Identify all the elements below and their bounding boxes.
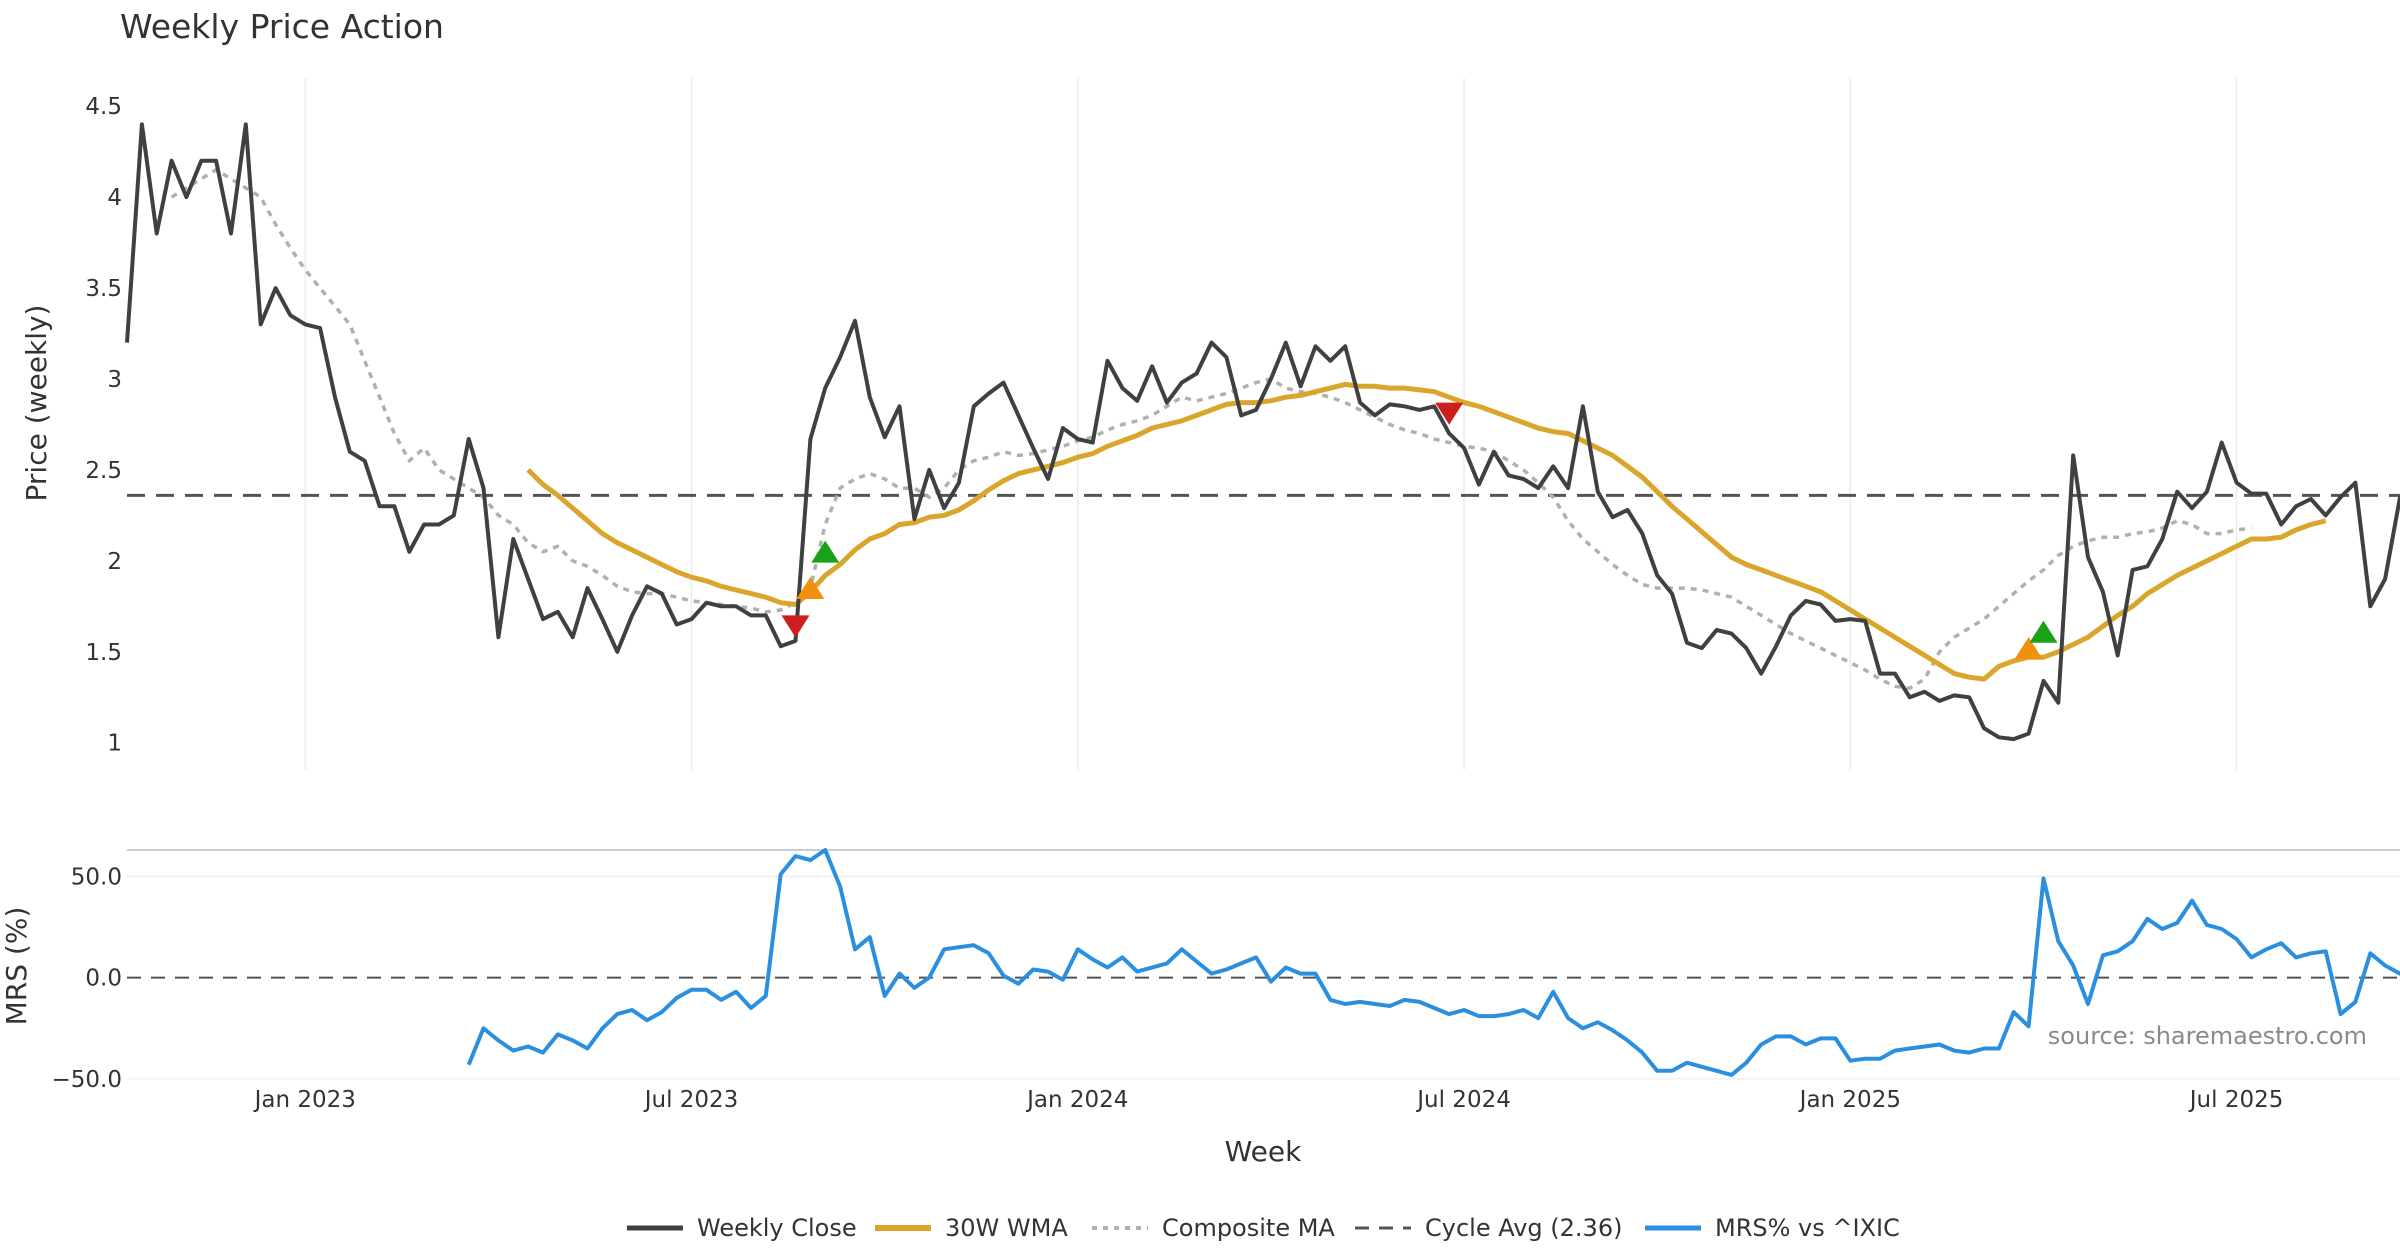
legend-label: Weekly Close bbox=[697, 1214, 857, 1242]
buy-signal-marker bbox=[796, 576, 825, 600]
weekly-close-line bbox=[125, 122, 2400, 742]
mrs-axis-title: MRS (%) bbox=[0, 907, 33, 1026]
mrs-tick-label: 50.0 bbox=[71, 864, 122, 890]
legend-label: Cycle Avg (2.36) bbox=[1425, 1214, 1622, 1242]
legend-item: Composite MA bbox=[1092, 1214, 1335, 1242]
legend-label: Composite MA bbox=[1162, 1214, 1335, 1242]
price-tick-label: 1.5 bbox=[85, 640, 122, 666]
price-axis-title: Price (weekly) bbox=[20, 305, 53, 502]
sell-signal-marker bbox=[1435, 402, 1464, 425]
gridlines bbox=[127, 78, 2400, 1080]
buy-signal-marker bbox=[2014, 636, 2043, 660]
mrs-tick-label: 0.0 bbox=[85, 966, 122, 992]
price-tick-label: 4 bbox=[107, 185, 122, 211]
price-tick-label: 3.5 bbox=[85, 276, 122, 302]
price-tick-label: 1 bbox=[107, 731, 122, 757]
axis-ticks: Jan 2023 Jul 2023 Jan 2024 Jul 2024 Jan 2025… bbox=[52, 94, 2284, 1113]
chart-title: Weekly Price Action bbox=[120, 7, 444, 46]
legend-item: Weekly Close bbox=[627, 1214, 857, 1242]
x-tick-label: Jan 2024 bbox=[1025, 1087, 1128, 1113]
mrs-tick-label: −50.0 bbox=[52, 1067, 122, 1093]
x-tick-label: Jul 2024 bbox=[1415, 1087, 1511, 1113]
x-tick-label: Jan 2025 bbox=[1798, 1087, 1901, 1113]
x-tick-label: Jan 2023 bbox=[253, 1087, 356, 1113]
price-tick-label: 2 bbox=[107, 549, 122, 575]
mrs-line bbox=[466, 848, 2400, 1077]
reference-lines bbox=[127, 493, 2400, 979]
signal-markers bbox=[781, 402, 2058, 660]
legend-item: Cycle Avg (2.36) bbox=[1355, 1214, 1622, 1242]
legend-label: MRS% vs ^IXIC bbox=[1715, 1214, 1900, 1242]
legend-label: 30W WMA bbox=[945, 1214, 1068, 1242]
legend-item: MRS% vs ^IXIC bbox=[1645, 1214, 1900, 1242]
series-lines bbox=[125, 122, 2400, 1077]
price-tick-label: 4.5 bbox=[85, 94, 122, 120]
legend-item: 30W WMA bbox=[875, 1214, 1068, 1242]
buy-signal-marker bbox=[811, 540, 840, 563]
x-tick-label: Jul 2023 bbox=[643, 1087, 739, 1113]
source-label: source: sharemaestro.com bbox=[2048, 1022, 2367, 1050]
price-tick-label: 3 bbox=[107, 367, 122, 393]
sell-signal-marker bbox=[781, 615, 810, 638]
buy-signal-marker bbox=[2029, 620, 2058, 643]
legend: Weekly Close 30W WMA Composite MA Cycle Avg… bbox=[627, 1214, 1900, 1242]
x-tick-label: Jul 2025 bbox=[2188, 1087, 2284, 1113]
price-tick-label: 2.5 bbox=[85, 458, 122, 484]
composite-ma-line bbox=[170, 168, 2252, 690]
x-axis-title: Week bbox=[1225, 1135, 1302, 1168]
